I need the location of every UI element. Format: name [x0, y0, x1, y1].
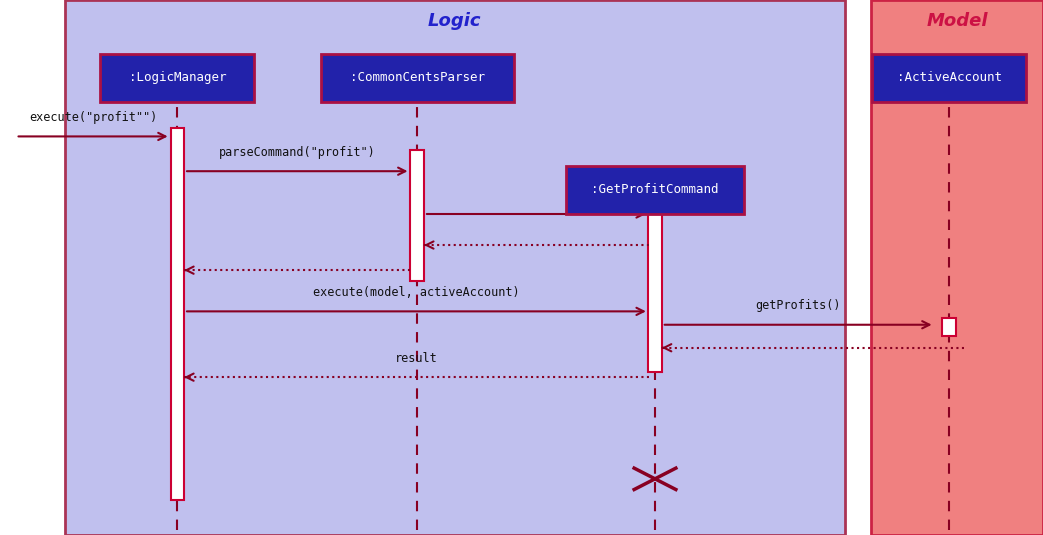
Bar [872, 54, 1026, 102]
Bar [100, 54, 254, 102]
Bar [649, 214, 661, 372]
Text: Model: Model [926, 12, 988, 30]
Text: :CommonCentsParser: :CommonCentsParser [349, 71, 485, 84]
Bar [320, 54, 513, 102]
Bar [65, 0, 845, 535]
Bar [410, 150, 423, 281]
Text: :LogicManager: :LogicManager [128, 71, 226, 84]
Text: Logic: Logic [428, 12, 482, 30]
Bar [871, 0, 1043, 535]
Text: :ActiveAccount: :ActiveAccount [897, 71, 1001, 84]
Text: execute(model, activeAccount): execute(model, activeAccount) [313, 286, 519, 299]
Text: :GetProfitCommand: :GetProfitCommand [591, 184, 719, 196]
Text: result: result [395, 352, 438, 365]
Text: getProfits(): getProfits() [755, 300, 841, 312]
Bar [171, 128, 185, 500]
Bar [566, 166, 744, 214]
Text: parseCommand("profit"): parseCommand("profit") [219, 146, 375, 159]
Text: execute("profit""): execute("profit"") [29, 111, 157, 124]
Bar [943, 318, 956, 336]
